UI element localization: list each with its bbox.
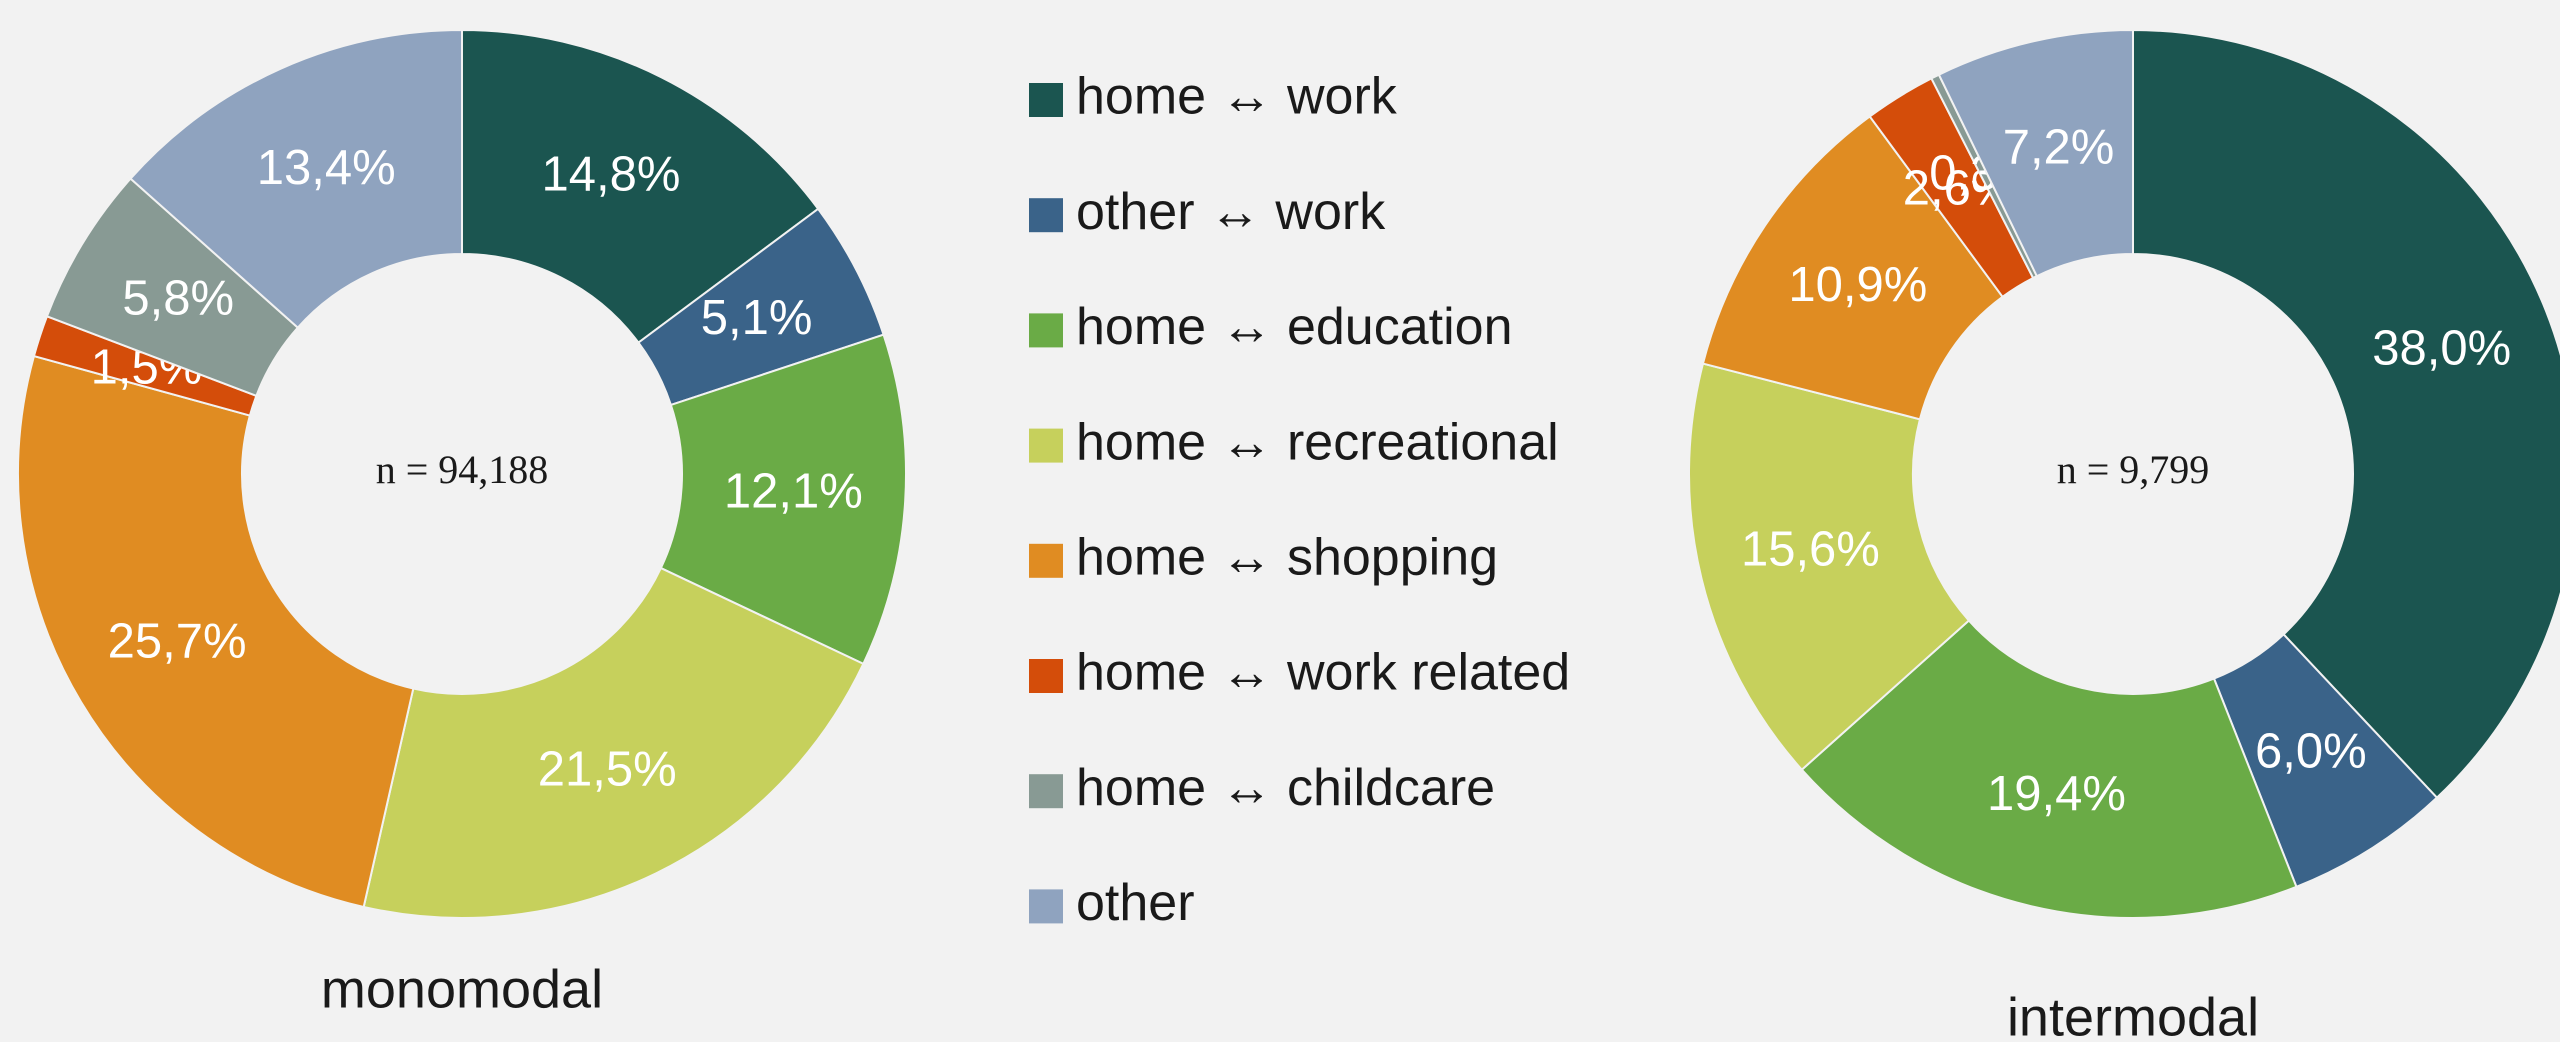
legend-label: home ↔ work (1076, 68, 1398, 126)
donut-slice (1800, 619, 2298, 919)
chart-title: intermodal (2007, 987, 2259, 1042)
data-label: 5,1% (701, 291, 813, 345)
center-annotation: n = 94,188 (376, 447, 549, 492)
donut-slice (1688, 362, 1971, 772)
data-label: 13,4% (257, 141, 396, 195)
legend-swatch (1029, 83, 1063, 117)
donut-slice (1701, 115, 2004, 421)
data-label: 12,1% (724, 464, 863, 518)
donut-slice (362, 566, 865, 919)
legend-label: home ↔ recreational (1076, 413, 1559, 471)
chart-title: monomodal (321, 959, 603, 1019)
legend-label: other (1076, 874, 1195, 932)
legend-swatch (1029, 659, 1063, 693)
donut-slice (1937, 28, 2134, 278)
data-label: 10,9% (1788, 258, 1927, 312)
data-label: 21,5% (538, 742, 677, 796)
legend-swatch (1029, 889, 1063, 924)
data-label: 38,0% (2372, 322, 2511, 376)
donut-slice (17, 354, 415, 909)
legend-label: home ↔ childcare (1076, 759, 1495, 817)
data-label: 19,4% (1987, 767, 2126, 821)
donut-slice (2132, 28, 2560, 800)
center-annotation: n = 9,799 (2057, 447, 2210, 492)
donut-slice (129, 28, 463, 330)
legend-label: home ↔ shopping (1076, 529, 1498, 587)
legend-swatch (1029, 543, 1063, 578)
data-label: 25,7% (108, 614, 247, 668)
legend-label: other ↔ work (1076, 183, 1386, 241)
legend-label: home ↔ work related (1076, 644, 1570, 702)
legend-swatch (1029, 428, 1063, 463)
legend-swatch (1029, 198, 1063, 233)
data-label: 7,2% (2003, 120, 2115, 174)
legend-swatch (1029, 774, 1063, 809)
donut-slice (461, 28, 820, 345)
donut-slice (659, 333, 907, 666)
legend-label: home ↔ education (1076, 298, 1513, 356)
data-label: 15,6% (1741, 522, 1880, 576)
data-label: 5,8% (122, 272, 234, 326)
legend-swatch (1029, 313, 1063, 348)
data-label: 14,8% (542, 147, 681, 201)
data-label: 6,0% (2255, 724, 2367, 778)
